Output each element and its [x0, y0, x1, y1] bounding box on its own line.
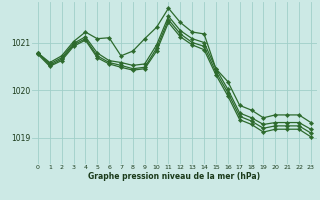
X-axis label: Graphe pression niveau de la mer (hPa): Graphe pression niveau de la mer (hPa) — [88, 172, 260, 181]
